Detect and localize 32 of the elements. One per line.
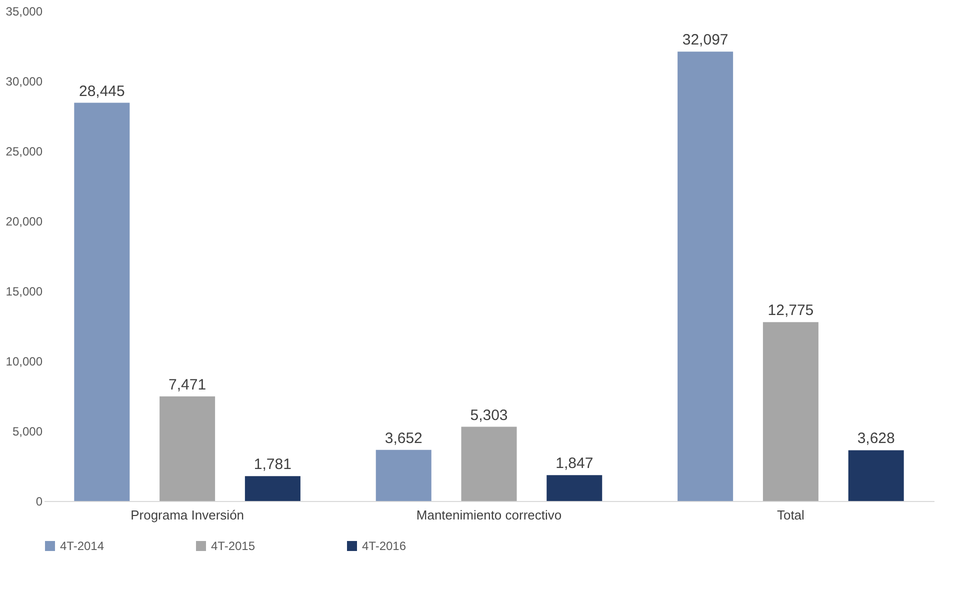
bar (762, 322, 818, 501)
data-label: 7,471 (168, 376, 206, 394)
data-label: 3,652 (384, 430, 422, 447)
legend-label: 4T-2016 (362, 539, 406, 553)
y-tick-label: 10,000 (6, 354, 43, 368)
y-tick-label: 30,000 (6, 74, 43, 88)
data-label: 12,775 (768, 302, 814, 320)
y-tick-label: 5,000 (12, 424, 43, 438)
y-tick-label: 20,000 (6, 214, 43, 228)
x-tick-label: Total (776, 508, 805, 522)
data-label: 1,847 (556, 455, 594, 472)
bar (848, 450, 904, 501)
bar (376, 450, 432, 501)
bar (546, 475, 602, 501)
x-tick-label: Programa Inversión (130, 508, 244, 522)
y-tick-label: 25,000 (6, 144, 43, 158)
bar (678, 52, 734, 501)
data-label: 1,781 (254, 456, 292, 474)
y-tick-label: 0 (36, 494, 43, 508)
data-label: 28,445 (78, 82, 125, 100)
legend-label: 4T-2015 (211, 539, 256, 553)
bar (160, 396, 216, 501)
data-label: 5,303 (470, 406, 508, 424)
y-tick-label: 15,000 (6, 284, 43, 298)
bar (461, 426, 517, 501)
bar (244, 476, 300, 501)
legend-label: 4T-2014 (60, 539, 104, 553)
bar (74, 102, 130, 501)
y-tick-label: 35,000 (6, 4, 43, 18)
data-label: 32,097 (682, 32, 728, 49)
data-label: 3,628 (857, 430, 895, 448)
x-tick-label: Mantenimiento correctivo (416, 508, 562, 522)
